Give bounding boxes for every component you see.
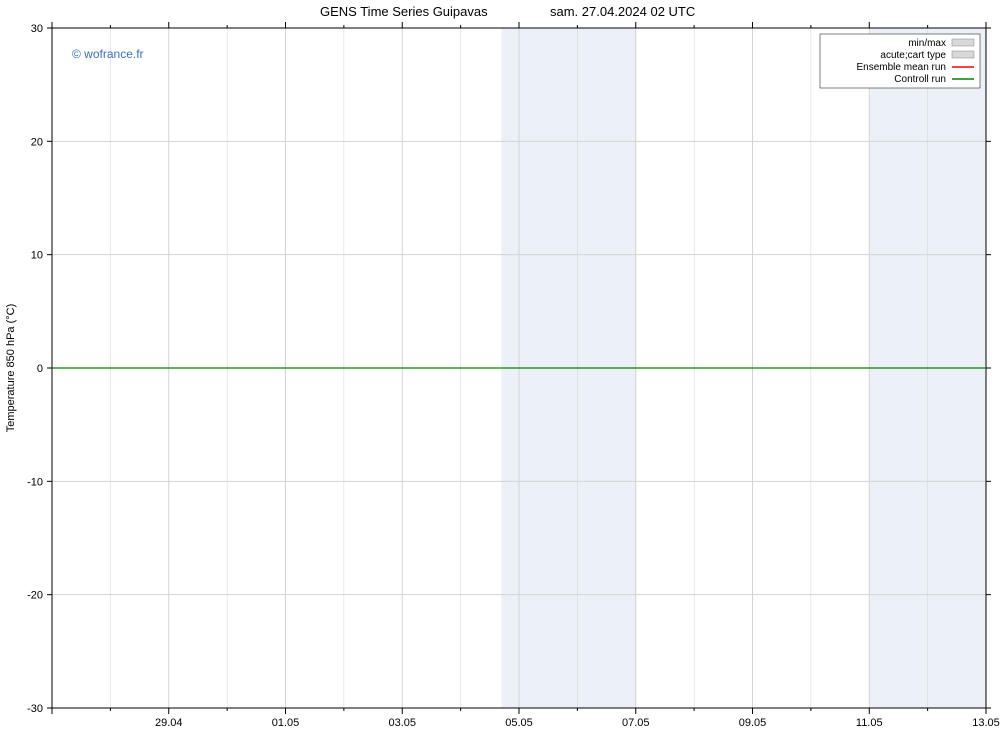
y-tick-label: -20: [27, 590, 43, 602]
x-tick-label: 11.05: [856, 717, 883, 729]
y-axis-label: Temperature 850 hPa (°C): [5, 304, 17, 433]
temperature-chart: -30 -20 -10 0 10 20 30 29.04 01.05 03.05 05.05 07.0…: [0, 0, 1000, 733]
chart-container: -30 -20 -10 0 10 20 30 29.04 01.05 03.05 05.05 07.0…: [0, 0, 1000, 733]
legend-label: acute;cart type: [880, 50, 946, 61]
y-tick-label: -30: [27, 703, 43, 715]
x-tick-label: 07.05: [622, 717, 650, 729]
legend: min/maxacute;cart typeEnsemble mean runC…: [820, 34, 980, 88]
x-tick-label: 01.05: [272, 717, 300, 729]
y-tick-label: -10: [27, 476, 43, 488]
y-tick-label: 30: [31, 23, 43, 35]
x-tick-label: 03.05: [388, 717, 416, 729]
chart-title-left: GENS Time Series Guipavas: [320, 4, 488, 19]
y-tick-label: 20: [31, 136, 43, 148]
watermark: © wofrance.fr: [72, 47, 144, 61]
chart-title-right: sam. 27.04.2024 02 UTC: [550, 4, 695, 19]
x-tick-label: 13.05: [972, 717, 1000, 729]
x-tick-label: 05.05: [505, 717, 533, 729]
x-tick-label: 29.04: [155, 717, 183, 729]
legend-label: Controll run: [894, 74, 946, 85]
legend-label: Ensemble mean run: [857, 62, 947, 73]
y-tick-label: 10: [31, 250, 43, 262]
y-tick-label: 0: [37, 363, 43, 375]
x-tick-label: 09.05: [739, 717, 767, 729]
legend-label: min/max: [908, 38, 946, 49]
